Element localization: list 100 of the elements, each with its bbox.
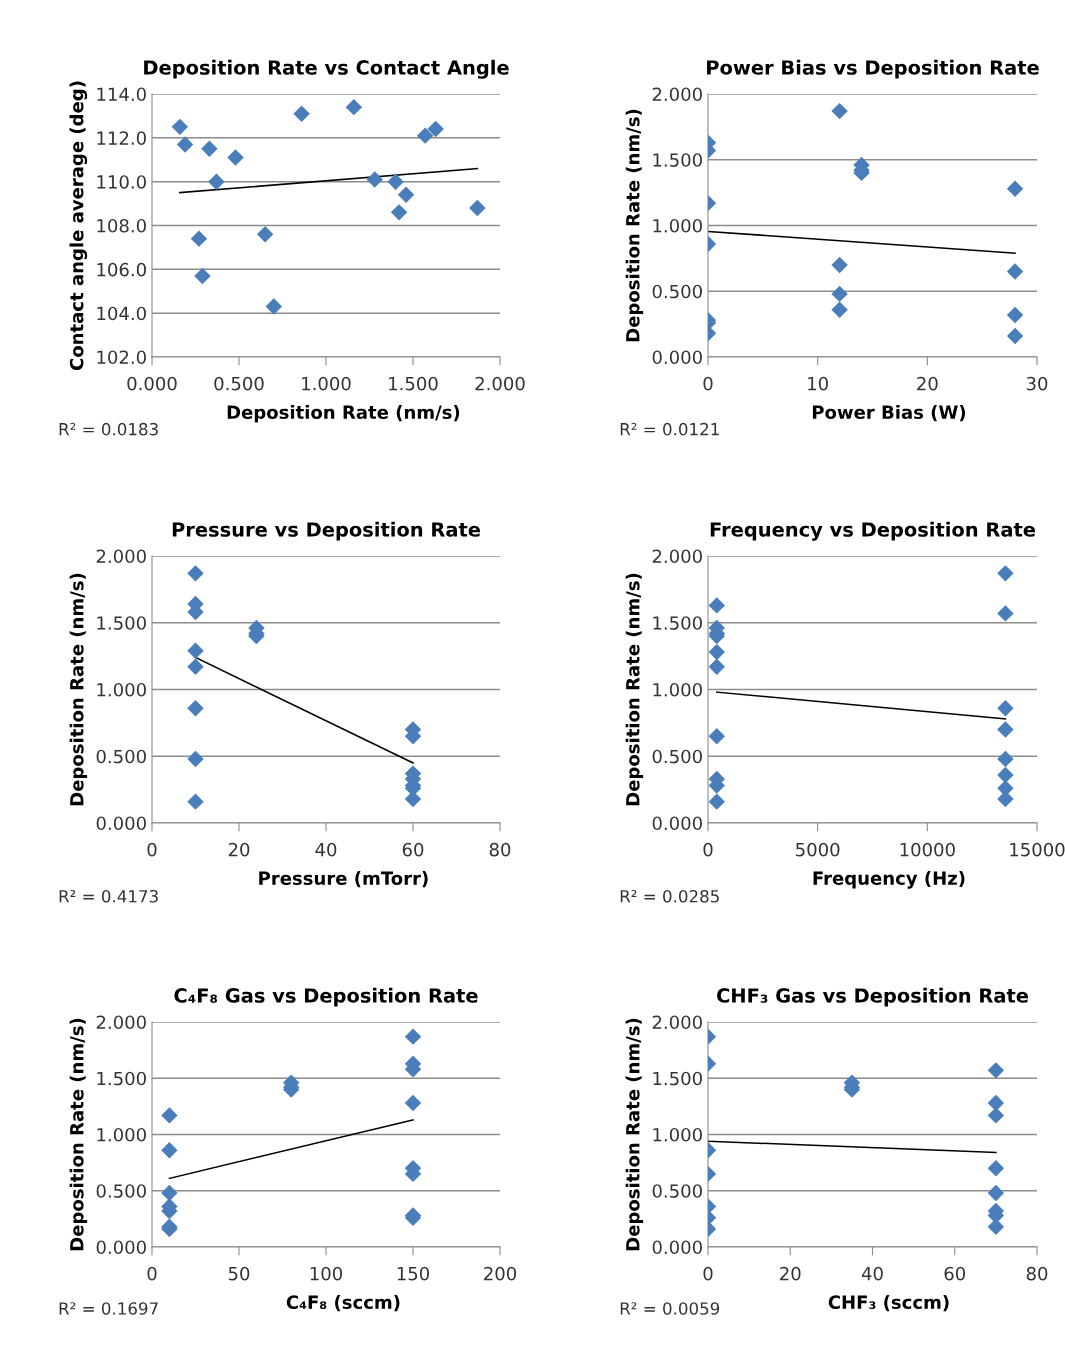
x-tick-label: 0 (147, 1266, 157, 1281)
point (194, 267, 211, 285)
x-tick-label: 80 (489, 842, 511, 857)
x-tick-label: 5000 (796, 842, 840, 857)
x-tick-label: 1.500 (389, 376, 438, 391)
point (187, 642, 204, 659)
y-tick-label: 1.000 (97, 682, 146, 697)
y-tick-label: 2.000 (652, 87, 702, 102)
point (987, 1160, 1005, 1177)
chart-title: Pressure vs Deposition Rate (172, 521, 481, 541)
x-axis-title: Deposition Rate (nm/s) (227, 405, 460, 423)
point (187, 658, 204, 676)
point (190, 230, 208, 247)
text: R² = 0.0059 (620, 1302, 720, 1315)
x-tick-label: 10 (808, 376, 828, 391)
x-tick-label: 0 (147, 842, 157, 857)
x-tick-label: 100 (310, 1266, 343, 1281)
point (416, 127, 434, 144)
y-tick-label: 1.500 (97, 616, 146, 630)
y-tick-label: 0.500 (652, 749, 702, 764)
y-tick-label: 1.000 (97, 1127, 146, 1142)
x-tick-label: 2.000 (475, 376, 525, 391)
x-tick-label: 40 (315, 842, 337, 857)
text: R² = 0.0121 (620, 422, 719, 436)
point (161, 1184, 178, 1202)
x-tick-label: 10000 (900, 842, 955, 857)
point (201, 140, 218, 158)
y-axis-title: Deposition Rate (nm/s) (69, 1018, 88, 1251)
point (987, 1062, 1005, 1079)
y-axis-title: Deposition Rate (nm/s) (69, 573, 88, 806)
point (397, 186, 415, 204)
y-tick-label: 0.000 (652, 350, 702, 365)
point (987, 1094, 1005, 1112)
point (469, 199, 486, 217)
x-tick-label: 15000 (1010, 842, 1065, 857)
point (176, 136, 194, 153)
point (997, 605, 1014, 622)
point (387, 173, 404, 190)
y-axis-title: Deposition Rate (nm/s) (625, 109, 644, 342)
x-tick-label: 60 (402, 842, 424, 857)
point (997, 699, 1014, 717)
y-axis-title: Deposition Rate (nm/s) (625, 573, 644, 806)
point (1006, 263, 1024, 280)
x-tick-label: 20 (228, 842, 250, 857)
y-axis-title: Contact angle average (deg) (69, 81, 88, 371)
x-tick-label: 0 (703, 1266, 713, 1281)
point (987, 1184, 1005, 1202)
point (708, 597, 725, 614)
point (187, 565, 204, 582)
point (997, 750, 1014, 768)
y-tick-label: 114.0 (97, 87, 146, 102)
y-tick-label: 0.500 (96, 749, 146, 764)
text: R² = 0.0285 (620, 889, 719, 903)
point (1006, 327, 1024, 345)
y-tick-label: 0.000 (652, 816, 702, 831)
point (265, 298, 283, 315)
x-axis-title: Frequency (Hz) (813, 871, 965, 889)
x-tick-label: 1.000 (302, 376, 351, 391)
x-tick-label: 200 (484, 1266, 517, 1281)
x-tick-label: 20 (780, 1266, 801, 1281)
x-tick-label: 30 (1026, 376, 1048, 391)
point (997, 721, 1014, 738)
x-tick-label: 50 (228, 1266, 250, 1281)
point (708, 793, 725, 810)
point (187, 699, 204, 717)
chart-title: Frequency vs Deposition Rate (710, 521, 1036, 541)
y-tick-label: 112.0 (97, 131, 146, 145)
point (208, 173, 225, 190)
y-tick-label: 108.0 (97, 218, 146, 233)
point (997, 766, 1014, 784)
y-tick-label: 2.000 (652, 549, 702, 564)
point (987, 1107, 1005, 1124)
x-tick-label: 0 (703, 376, 713, 391)
point (161, 1142, 178, 1159)
x-tick-label: 0.500 (214, 376, 264, 391)
x-axis-title: Power Bias (W) (812, 405, 966, 422)
chart-title: C₄F₈ Gas vs Deposition Rate (174, 987, 478, 1007)
x-axis-title: Pressure (mTorr) (259, 871, 428, 888)
y-tick-label: 110.0 (97, 175, 146, 189)
y-tick-label: 2.000 (96, 549, 146, 564)
point (187, 750, 204, 768)
y-tick-label: 0.000 (652, 1240, 702, 1255)
chart-title: Deposition Rate vs Contact Angle (144, 59, 509, 79)
y-axis-title: Deposition Rate (nm/s) (625, 1018, 644, 1251)
y-tick-label: 1.500 (653, 153, 702, 167)
x-tick-label: 60 (944, 1266, 966, 1281)
point (1006, 306, 1024, 324)
text: R² = 0.1697 (59, 1302, 158, 1315)
y-tick-label: 1.500 (653, 616, 702, 630)
y-tick-label: 0.000 (96, 816, 146, 831)
point (427, 120, 444, 138)
x-tick-label: 40 (861, 1266, 883, 1281)
y-tick-label: 0.500 (652, 284, 702, 299)
y-tick-label: 106.0 (97, 262, 146, 277)
x-tick-label: 150 (397, 1266, 430, 1281)
y-tick-label: 104.0 (97, 306, 146, 321)
x-tick-label: 80 (1026, 1266, 1048, 1281)
point (708, 728, 725, 745)
y-tick-label: 0.000 (96, 1240, 146, 1255)
point (404, 1094, 422, 1112)
